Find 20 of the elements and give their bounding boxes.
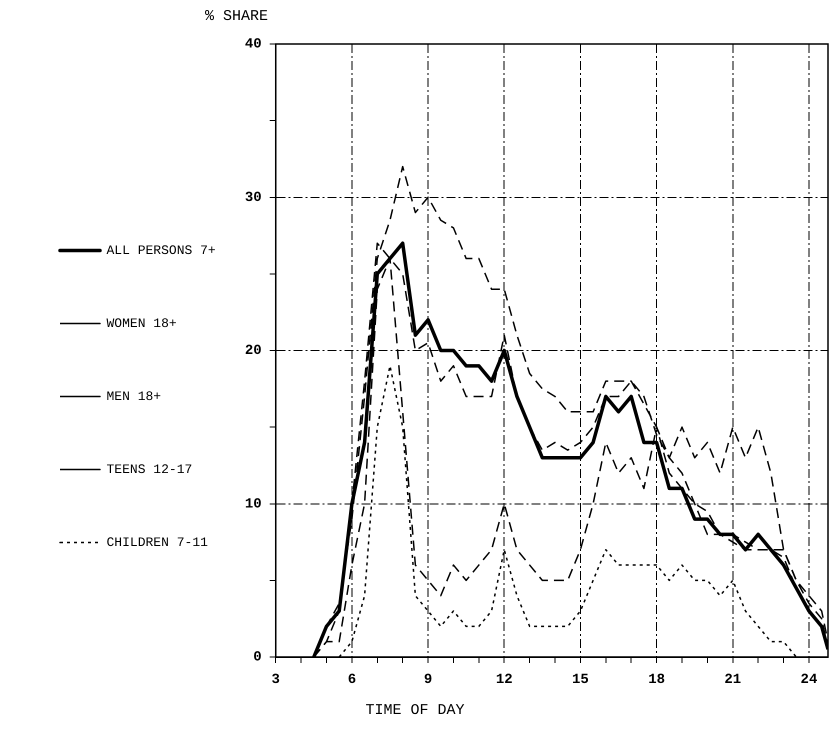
x-tick-label: 3 bbox=[272, 672, 280, 688]
legend-label: ALL PERSONS 7+ bbox=[106, 242, 216, 258]
y-tick-label: 40 bbox=[244, 36, 262, 53]
x-tick-label: 21 bbox=[724, 672, 742, 688]
y-tick-label: 20 bbox=[244, 343, 262, 360]
x-tick-label: 12 bbox=[496, 672, 513, 688]
y-tick-label: 10 bbox=[244, 496, 262, 512]
legend-label: CHILDREN 7-11 bbox=[106, 534, 208, 550]
y-axis-title: % SHARE bbox=[205, 8, 268, 25]
x-tick-label: 15 bbox=[572, 672, 589, 688]
legend-label: MEN 18+ bbox=[106, 388, 162, 404]
y-tick-label: 30 bbox=[244, 190, 262, 206]
legend-label: TEENS 12-17 bbox=[106, 462, 192, 477]
legend-label: WOMEN 18+ bbox=[106, 316, 177, 331]
x-tick-label: 6 bbox=[348, 672, 356, 688]
x-tick-label: 24 bbox=[800, 672, 818, 688]
x-axis-title: TIME OF DAY bbox=[364, 702, 466, 719]
x-tick-label: 9 bbox=[424, 672, 432, 688]
x-tick-label: 18 bbox=[648, 672, 666, 688]
y-tick-label: 0 bbox=[253, 650, 262, 666]
